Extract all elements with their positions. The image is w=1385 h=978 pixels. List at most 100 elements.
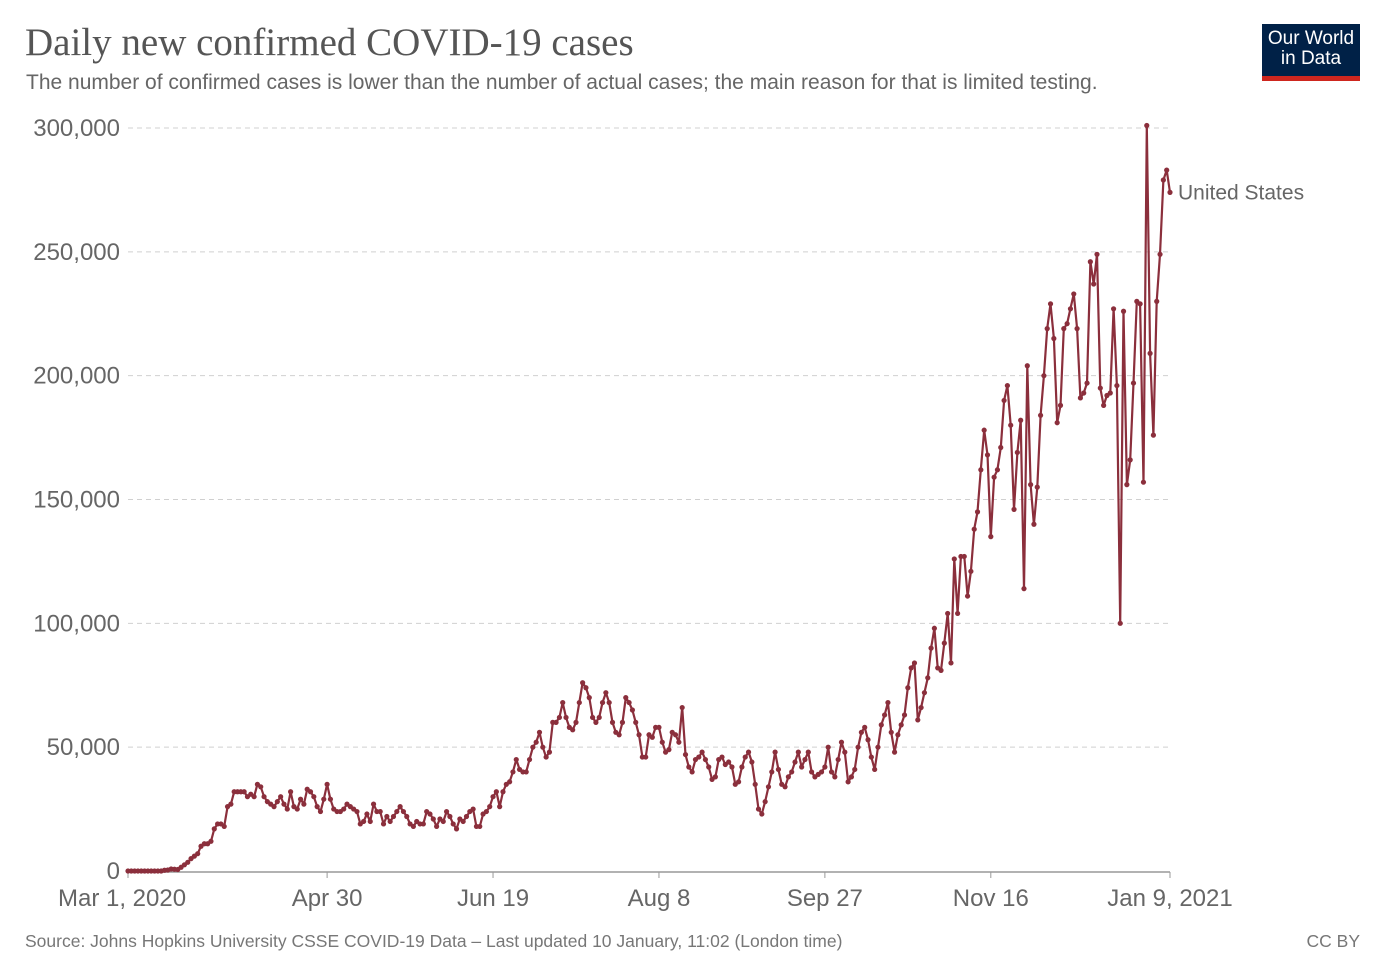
data-point[interactable] [775,766,782,773]
data-point[interactable] [1054,420,1060,426]
data-point[interactable] [872,766,878,773]
data-point[interactable] [782,784,788,790]
data-point[interactable] [868,754,874,760]
data-point[interactable] [981,427,987,433]
data-point[interactable] [380,821,387,827]
data-point[interactable] [510,769,516,775]
data-point[interactable] [1004,382,1010,389]
data-point[interactable] [908,665,914,671]
data-point[interactable] [682,751,689,758]
data-point[interactable] [400,808,407,815]
data-point[interactable] [1021,586,1027,592]
data-point[interactable] [1167,189,1173,195]
data-point[interactable] [410,823,416,830]
data-point[interactable] [619,719,626,726]
data-point[interactable] [1164,167,1170,173]
data-point[interactable] [1120,308,1127,314]
data-point[interactable] [915,717,921,723]
data-point[interactable] [377,808,383,815]
data-point[interactable] [951,556,957,562]
data-point[interactable] [497,804,503,810]
data-point[interactable] [390,813,397,820]
data-point[interactable] [994,467,1001,473]
data-point[interactable] [241,789,247,795]
data-point[interactable] [749,759,755,765]
data-point[interactable] [311,794,317,800]
data-point[interactable] [546,749,553,755]
data-point[interactable] [1071,291,1077,297]
data-point[interactable] [493,789,499,795]
data-point[interactable] [1094,251,1100,257]
data-point[interactable] [1061,326,1067,332]
data-point[interactable] [762,799,768,805]
data-point[interactable] [759,811,765,817]
data-point[interactable] [672,732,679,738]
data-point[interactable] [911,660,918,666]
data-point[interactable] [1044,326,1050,332]
data-point[interactable] [430,816,436,822]
data-point[interactable] [676,739,682,745]
data-point[interactable] [1140,479,1147,485]
data-point[interactable] [530,744,536,750]
data-point[interactable] [649,734,655,740]
data-point[interactable] [211,826,217,832]
data-point[interactable] [706,764,712,770]
data-point[interactable] [1024,363,1030,369]
data-point[interactable] [513,756,519,763]
data-point[interactable] [553,719,559,726]
data-point[interactable] [842,749,848,755]
data-point[interactable] [818,769,825,775]
data-point[interactable] [596,714,602,721]
data-point[interactable] [560,699,566,706]
data-point[interactable] [440,818,446,825]
data-point[interactable] [1150,432,1157,438]
data-point[interactable] [327,796,334,802]
data-point[interactable] [1014,449,1020,456]
data-point[interactable] [367,818,373,825]
data-point[interactable] [603,690,609,696]
data-point[interactable] [1057,402,1064,408]
data-point[interactable] [643,754,649,760]
data-point[interactable] [974,509,981,515]
data-point[interactable] [450,821,456,827]
data-point[interactable] [487,804,493,810]
data-point[interactable] [792,759,798,765]
data-point[interactable] [666,747,672,753]
data-point[interactable] [580,680,586,686]
data-point[interactable] [752,781,758,787]
data-point[interactable] [948,660,954,666]
data-point[interactable] [809,769,815,775]
data-point[interactable] [659,739,665,745]
data-point[interactable] [294,806,300,812]
data-point[interactable] [901,712,908,718]
data-point[interactable] [397,804,403,810]
data-point[interactable] [988,534,994,540]
data-point[interactable] [1097,385,1103,391]
data-point[interactable] [878,722,884,728]
data-point[interactable] [1018,417,1024,423]
data-point[interactable] [1137,301,1143,307]
data-point[interactable] [1037,412,1044,418]
data-point[interactable] [765,784,772,790]
data-point[interactable] [278,794,284,800]
data-point[interactable] [387,818,393,825]
data-point[interactable] [719,754,725,760]
data-point[interactable] [1107,390,1113,396]
data-point[interactable] [1127,457,1133,463]
data-point[interactable] [361,818,367,825]
data-point[interactable] [742,754,748,760]
data-point[interactable] [961,553,967,560]
data-point[interactable] [583,685,589,691]
data-point[interactable] [556,714,563,721]
data-point[interactable] [1077,395,1084,401]
data-point[interactable] [735,779,742,785]
data-point[interactable] [288,789,294,795]
data-point[interactable] [858,729,864,735]
data-point[interactable] [941,640,947,646]
data-point[interactable] [626,699,632,706]
data-point[interactable] [1130,380,1137,386]
data-point[interactable] [1147,350,1153,356]
data-point[interactable] [726,759,732,765]
data-point[interactable] [891,749,898,755]
data-point[interactable] [540,744,546,750]
